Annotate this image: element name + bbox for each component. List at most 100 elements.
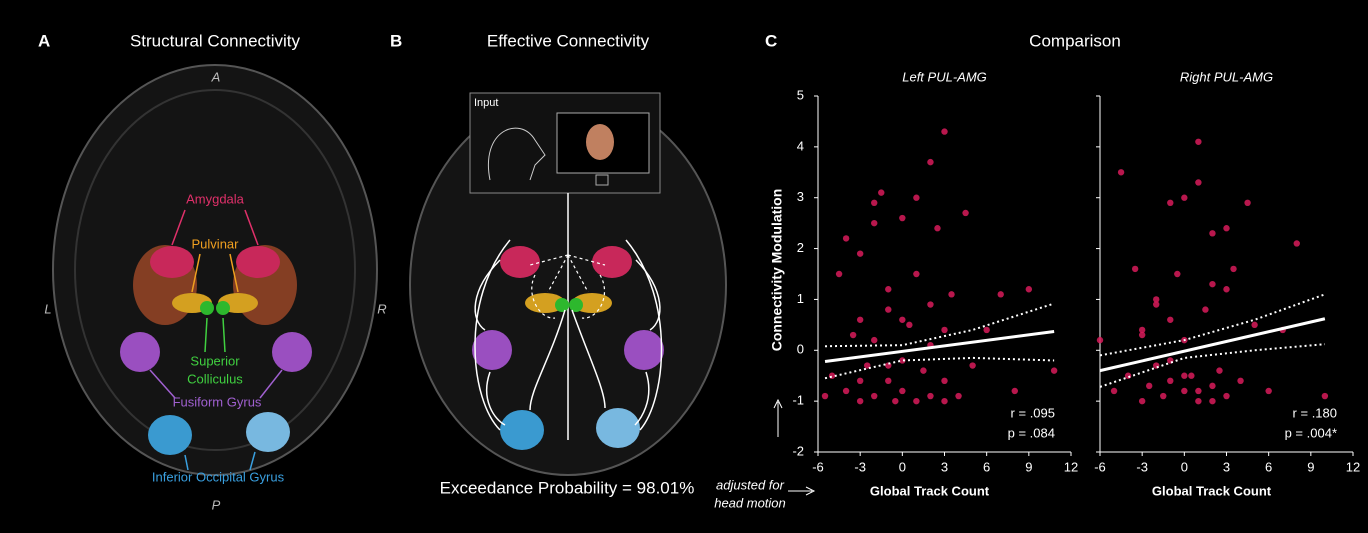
orientation-label: L [44,301,51,316]
data-point [927,301,933,307]
data-point [1223,286,1229,292]
data-point [1188,373,1194,379]
data-point [899,388,905,394]
data-point [941,378,947,384]
figure: A Structural Connectivity A P L R Amygda… [0,0,1368,533]
x-tick-label: -6 [812,459,824,474]
brain-a [53,65,377,475]
data-point [1237,378,1243,384]
orientation-label: R [377,301,386,316]
chart-title: Left PUL-AMG [902,69,987,84]
x-axis-title: Global Track Count [1152,483,1272,498]
data-point [1174,271,1180,277]
x-tick-label: 0 [899,459,906,474]
x-tick-label: -3 [854,459,866,474]
stat-annotation: p = .084 [1008,425,1055,440]
data-point [998,291,1004,297]
data-point [1139,398,1145,404]
data-point [1195,388,1201,394]
panel-title: Structural Connectivity [130,31,301,50]
data-point [1195,398,1201,404]
x-tick-label: 3 [1223,459,1230,474]
data-point [843,388,849,394]
data-point [1181,373,1187,379]
x-axis-title: Global Track Count [870,483,990,498]
data-point [857,378,863,384]
x-tick-label: 6 [1265,459,1272,474]
data-point [885,306,891,312]
x-tick-label: 9 [1025,459,1032,474]
data-point [983,327,989,333]
x-tick-label: 12 [1064,459,1078,474]
panel-title: Effective Connectivity [487,31,650,50]
region-label: Colliculus [187,371,243,386]
data-point [885,378,891,384]
page: A Structural Connectivity A P L R Amygda… [0,0,1368,533]
data-point [941,128,947,134]
x-note: adjusted for [716,477,785,492]
data-point [871,393,877,399]
stat-annotation: p = .004* [1285,425,1337,440]
data-point [885,362,891,368]
data-point [955,393,961,399]
x-tick-label: -6 [1094,459,1106,474]
data-point [1139,332,1145,338]
chart-title: Right PUL-AMG [1180,69,1273,84]
data-point [1209,398,1215,404]
data-point [1181,388,1187,394]
orientation-label: P [212,497,221,512]
stat-annotation: r = .180 [1293,405,1337,420]
y-tick-label: -2 [792,443,804,458]
panel-letter: A [38,31,50,50]
data-point [1230,266,1236,272]
x-tick-label: 3 [941,459,948,474]
data-point [920,367,926,373]
orientation-label: A [211,69,221,84]
data-point [885,286,891,292]
data-point [1202,306,1208,312]
data-point [1294,240,1300,246]
data-point [1167,317,1173,323]
x-tick-label: 9 [1307,459,1314,474]
panel-letter: C [765,31,777,50]
data-point [1146,383,1152,389]
data-point [1167,200,1173,206]
data-point [857,250,863,256]
data-point [927,393,933,399]
data-point [1265,388,1271,394]
data-point [1216,367,1222,373]
data-point [1111,388,1117,394]
data-point [1153,301,1159,307]
data-point [1160,393,1166,399]
exceedance-text: Exceedance Probability = 98.01% [440,478,695,497]
data-point [941,327,947,333]
data-point [899,317,905,323]
data-point [969,362,975,368]
stat-annotation: r = .095 [1011,405,1055,420]
data-point [941,398,947,404]
data-point [836,271,842,277]
data-point [913,398,919,404]
x-tick-label: 6 [983,459,990,474]
data-point [892,398,898,404]
input-label: Input [474,97,498,109]
data-point [1251,322,1257,328]
data-point [1223,393,1229,399]
data-point [913,271,919,277]
data-point [1051,367,1057,373]
data-point [948,291,954,297]
data-point [913,195,919,201]
data-point [857,317,863,323]
data-point [899,215,905,221]
data-point [850,332,856,338]
y-tick-label: 4 [797,138,804,153]
data-point [1223,225,1229,231]
data-point [871,220,877,226]
x-tick-label: 0 [1181,459,1188,474]
data-point [1209,230,1215,236]
data-point [927,159,933,165]
y-tick-label: 5 [797,87,804,102]
data-point [1026,286,1032,292]
y-tick-label: 3 [797,189,804,204]
data-point [934,225,940,231]
